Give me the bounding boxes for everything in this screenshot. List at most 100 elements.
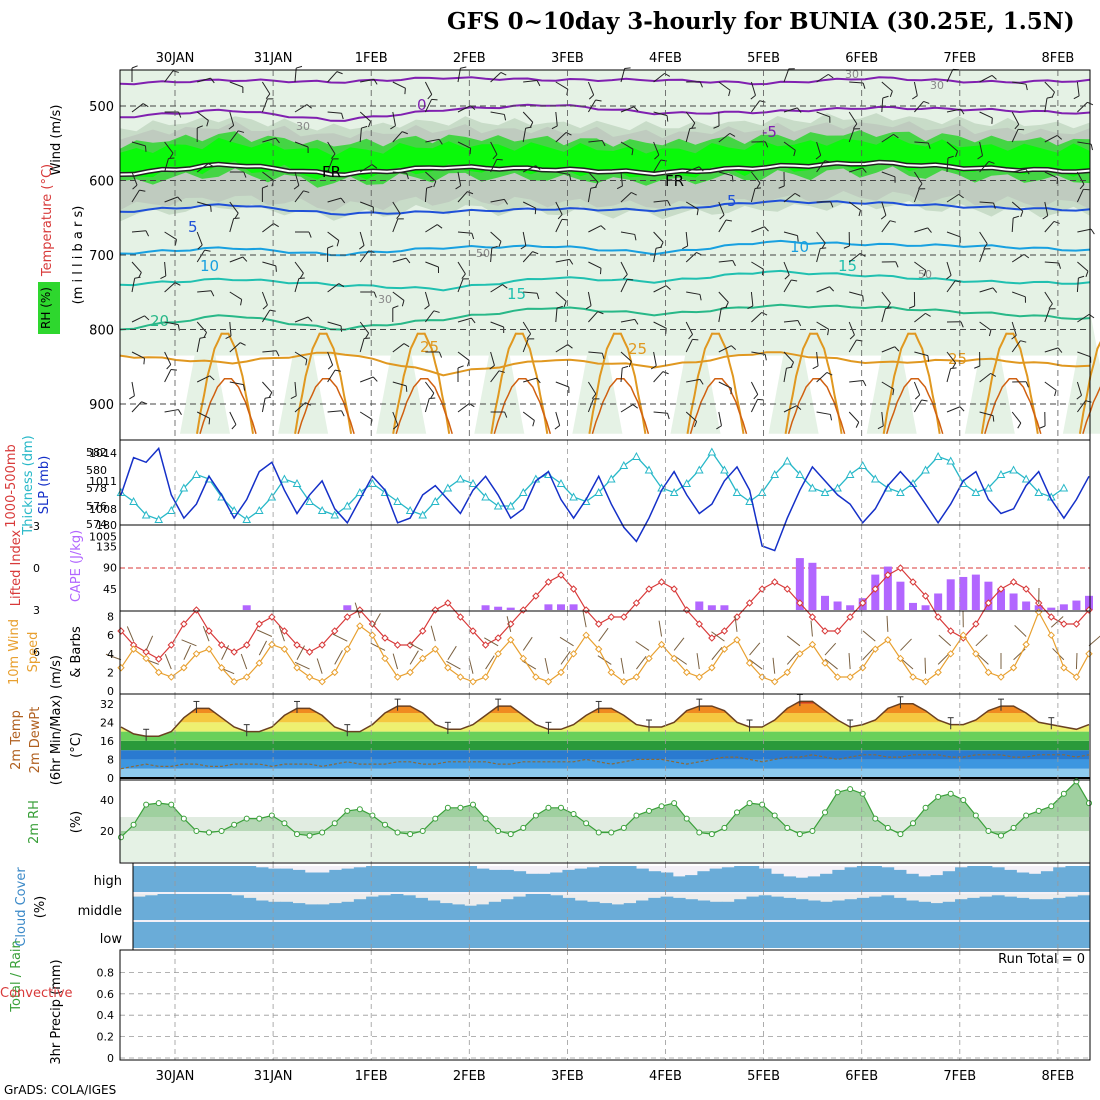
wind-barb	[261, 291, 268, 306]
wind-barb	[243, 384, 246, 391]
wind-barb-10m	[521, 660, 537, 670]
wind-barb	[729, 132, 736, 137]
cloud-bar-low	[182, 922, 195, 948]
cloud-bar-middle	[832, 900, 846, 920]
wind-barb	[791, 279, 798, 282]
rh2m-marker	[470, 801, 476, 808]
wind-barb	[305, 359, 308, 366]
cloud-bar-middle	[697, 900, 711, 920]
wind-barb	[718, 411, 722, 426]
wind-speed-marker	[947, 650, 955, 658]
rh2m-marker	[595, 829, 602, 836]
cloud-bar-high	[157, 866, 171, 892]
wind-barb	[490, 351, 495, 366]
isotherm-label: 15	[507, 285, 526, 303]
rh2m-marker	[495, 828, 502, 834]
wind-barb	[622, 274, 628, 280]
wind-barb	[1077, 228, 1092, 233]
rh2m-marker	[256, 815, 263, 822]
wind-barb-10m	[620, 657, 625, 674]
lifted-index-marker	[708, 634, 716, 642]
wind-barb	[429, 397, 436, 400]
cloud-bar-low	[133, 922, 146, 948]
wind-barb	[210, 205, 212, 212]
wind-barb	[826, 372, 833, 376]
wind-barb-10m	[522, 636, 533, 651]
isotherm-25	[196, 332, 254, 434]
wind-barb	[889, 91, 893, 98]
cloud-bar-middle	[304, 904, 318, 920]
cloud-bar-high	[169, 866, 183, 892]
cloud-bar-low	[280, 922, 293, 948]
wind-speed-marker	[1009, 664, 1018, 672]
thickness-marker	[644, 465, 654, 474]
wind-barb	[1011, 321, 1017, 336]
wind-barb	[225, 335, 232, 340]
lifted-index-marker	[607, 613, 615, 621]
rh2m-marker	[734, 809, 740, 816]
wind-barb	[142, 103, 149, 108]
lifted-index-marker	[343, 613, 351, 621]
wind-barb	[196, 338, 201, 353]
cloud-bar-high	[550, 872, 563, 892]
thickness-marker	[1034, 487, 1044, 496]
cloud-bar-high	[844, 867, 858, 892]
wind-speed-marker	[305, 673, 314, 681]
cloud-bar-low	[783, 922, 797, 948]
wind-barb	[178, 111, 182, 118]
wind-barb	[203, 332, 208, 338]
wind-barb	[1076, 277, 1079, 293]
wind-barb	[913, 81, 918, 96]
cloud-bar-middle	[402, 895, 416, 920]
thickness-marker	[707, 447, 717, 456]
wind-barb	[588, 351, 603, 354]
wind-barb	[848, 321, 855, 336]
wind-barb	[849, 334, 855, 340]
wind-barb	[685, 321, 694, 335]
cloud-bar-high	[832, 869, 846, 892]
temp-line	[120, 700, 1090, 737]
isotherm-25	[686, 332, 745, 434]
wind-barb	[691, 122, 696, 129]
cloud-bar-low	[218, 922, 232, 948]
wind-barb-10m	[1050, 616, 1064, 628]
wind-barb	[491, 245, 498, 249]
lifted-index-marker	[720, 627, 729, 635]
lifted-index-marker	[884, 571, 892, 579]
rh-band	[180, 299, 230, 434]
wind-barb	[783, 405, 797, 413]
cloud-bar-low	[623, 922, 637, 948]
wind-barb	[567, 344, 573, 349]
wind-barb	[764, 226, 769, 232]
wind-barb	[1042, 215, 1048, 220]
wind-barb	[327, 351, 334, 366]
wind-barb	[979, 372, 991, 383]
cape-bar	[808, 562, 817, 610]
wind-barb	[759, 100, 766, 103]
rh2m-marker	[859, 790, 866, 797]
cloud-bar-high	[1028, 873, 1042, 892]
wind-barb	[392, 381, 407, 387]
cloud-bar-high	[709, 868, 723, 892]
wind-barb	[881, 291, 891, 304]
wind-barb	[164, 282, 176, 293]
wind-speed-marker	[708, 664, 716, 672]
wind-barb	[196, 163, 209, 173]
isotherm-label: 25	[948, 350, 967, 368]
wind-barb	[262, 381, 273, 393]
lifted-index-marker	[997, 585, 1005, 593]
wind-barb-10m	[786, 635, 801, 647]
rh2m-marker	[872, 815, 879, 822]
wind-barb	[960, 321, 964, 328]
rh2m-marker	[721, 824, 728, 831]
wind-barb	[946, 193, 960, 203]
thickness-marker	[770, 469, 780, 478]
wind-barb-10m	[862, 647, 874, 661]
wind-barb	[327, 158, 334, 173]
thickness-marker	[267, 492, 277, 501]
wind-barb	[1053, 220, 1060, 224]
rh2m-marker	[168, 801, 175, 808]
rh2m-tick-label: 20	[100, 825, 114, 838]
pressure-tick-label: 700	[89, 249, 114, 264]
wind-barb	[620, 404, 634, 413]
